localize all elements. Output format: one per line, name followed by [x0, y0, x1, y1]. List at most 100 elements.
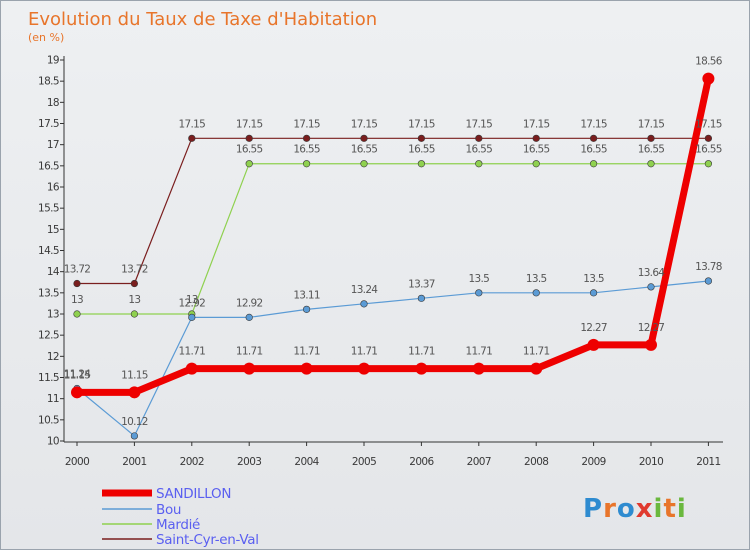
data-label: 11.71 [523, 346, 550, 358]
data-point [303, 305, 311, 313]
data-label: 13.5 [469, 273, 490, 285]
data-label: 16.55 [351, 144, 378, 156]
brand-letter: t [663, 494, 676, 524]
data-label: 11.71 [466, 346, 493, 358]
y-tick-label: 19 [47, 55, 59, 67]
data-label: 17.15 [523, 118, 550, 130]
data-label: 17.15 [408, 118, 435, 130]
legend-label: SANDILLON [156, 486, 231, 502]
data-label: 13.72 [121, 264, 148, 276]
data-label: 16.55 [408, 144, 435, 156]
series-line-bou [76, 280, 710, 437]
y-tick-label: 13 [47, 309, 59, 321]
x-tick-label: 2011 [696, 456, 720, 468]
brand-letter: i [677, 494, 687, 524]
data-label: 12.92 [179, 297, 206, 309]
data-point [417, 160, 426, 168]
data-point [475, 160, 483, 168]
data-point [704, 277, 713, 285]
data-label: 17.15 [466, 118, 493, 130]
data-label: 17.15 [179, 118, 206, 130]
data-point [702, 72, 715, 85]
y-tick-label: 12.5 [38, 330, 59, 342]
data-label: 17.15 [351, 118, 378, 130]
data-point [130, 279, 138, 288]
data-point [589, 160, 598, 168]
y-tick-label: 15.5 [38, 203, 59, 215]
x-tick-label: 2008 [524, 456, 548, 468]
data-label: 11.71 [408, 346, 435, 358]
y-tick-label: 12 [47, 351, 59, 363]
data-label: 13.24 [351, 284, 379, 296]
x-tick-label: 2009 [581, 456, 605, 468]
data-label: 16.55 [580, 144, 607, 156]
data-point [245, 134, 253, 142]
y-tick-label: 15 [47, 224, 59, 236]
data-label: 13.11 [293, 289, 320, 301]
x-tick-label: 2002 [180, 456, 204, 468]
data-point [532, 160, 540, 168]
data-label: 16.55 [236, 144, 263, 156]
data-point [245, 160, 253, 168]
data-point [73, 310, 81, 318]
data-point [360, 134, 368, 142]
data-label: 11.24 [64, 369, 92, 381]
brand-letter: P [583, 494, 603, 524]
data-label: 13.78 [695, 261, 722, 273]
brand-letter: x [636, 494, 654, 524]
data-point [128, 386, 141, 399]
data-label: 17.15 [695, 118, 722, 130]
data-label: 17.15 [580, 118, 607, 130]
x-tick-label: 2003 [237, 456, 261, 468]
chart-title: Evolution du Taux de Taxe d'Habitation [28, 9, 377, 30]
x-tick-label: 2007 [467, 456, 491, 468]
data-point [185, 362, 198, 375]
data-point [303, 160, 311, 168]
data-label: 18.56 [695, 56, 723, 68]
chart-subtitle: (en %) [28, 31, 64, 44]
data-point [358, 362, 370, 375]
data-label: 17.15 [293, 118, 320, 130]
data-point [417, 134, 426, 142]
data-label: 17.15 [236, 118, 263, 130]
data-point [243, 362, 256, 375]
series-line-mardié [76, 163, 710, 315]
data-label: 13.5 [526, 273, 547, 285]
legend-label: Mardié [156, 517, 200, 533]
data-labels: 13.72 13.72 17.15 17.15 17.15 17.15 17.15 17.15… [64, 56, 724, 428]
y-tick-label: 13.5 [38, 287, 59, 299]
brand-letter: i [654, 494, 664, 524]
y-tick-label: 16 [47, 182, 60, 194]
data-point [188, 134, 196, 142]
data-label: 16.55 [638, 144, 665, 156]
data-point [130, 310, 138, 318]
y-tick-label: 14 [47, 266, 60, 278]
data-point [647, 134, 655, 142]
y-tick-label: 11.5 [38, 372, 59, 384]
data-point [130, 432, 138, 440]
y-tick-label: 11 [47, 393, 59, 405]
x-tick-label: 2010 [639, 456, 663, 468]
data-point [415, 362, 428, 375]
data-point [475, 289, 483, 297]
y-tick-label: 10 [47, 436, 59, 448]
brand-wordmark: Proxiti [583, 494, 687, 524]
data-label: 12.27 [638, 322, 665, 334]
data-label: 13 [186, 294, 198, 306]
x-tick-label: 2001 [122, 456, 146, 468]
data-label: 12.92 [236, 297, 263, 309]
series-layer [71, 72, 715, 440]
data-label: 16.55 [695, 144, 722, 156]
data-label: 11.71 [351, 346, 378, 358]
data-label: 16.55 [523, 144, 550, 156]
brand-letter: r [603, 494, 617, 524]
data-label: 17.15 [638, 118, 665, 130]
data-point [472, 362, 485, 375]
series-line-saint-cyr-en-val [76, 137, 710, 285]
data-point [587, 338, 600, 351]
data-label: 13.72 [64, 264, 91, 276]
x-tick-label: 2004 [294, 456, 319, 468]
